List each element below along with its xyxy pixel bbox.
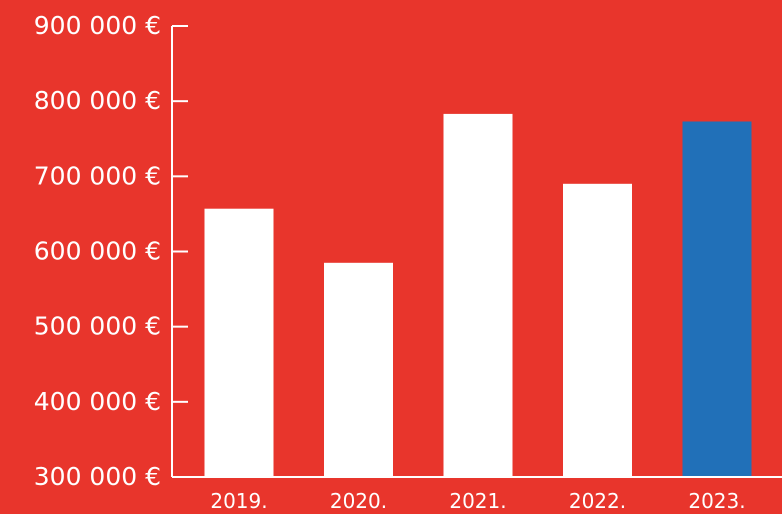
bar-2022 xyxy=(563,183,632,478)
x-tick-label: 2022. xyxy=(569,489,626,513)
y-tick-label: 700 000 € xyxy=(34,161,161,190)
y-tick-label: 500 000 € xyxy=(34,312,161,341)
bar-2020 xyxy=(324,262,393,477)
x-tick-label: 2019. xyxy=(210,489,267,513)
y-axis-ticks: 300 000 € 400 000 € 500 000 € 600 000 € 700 … xyxy=(34,11,188,491)
y-tick-label: 800 000 € xyxy=(34,86,161,115)
y-tick-label: 900 000 € xyxy=(34,11,161,40)
x-tick-label: 2021. xyxy=(449,489,506,513)
y-tick-label: 400 000 € xyxy=(34,387,161,416)
x-tick-label: 2023. xyxy=(688,489,745,513)
bars-layer xyxy=(204,113,752,478)
x-axis-labels: 2019. 2020. 2021. 2022. 2023. xyxy=(210,489,745,513)
bar-2021 xyxy=(443,113,513,478)
y-tick-label: 600 000 € xyxy=(34,237,161,266)
y-tick-label: 300 000 € xyxy=(34,462,161,491)
bar-2023 xyxy=(682,121,752,477)
x-tick-label: 2020. xyxy=(330,489,387,513)
bar-2019 xyxy=(204,208,274,477)
